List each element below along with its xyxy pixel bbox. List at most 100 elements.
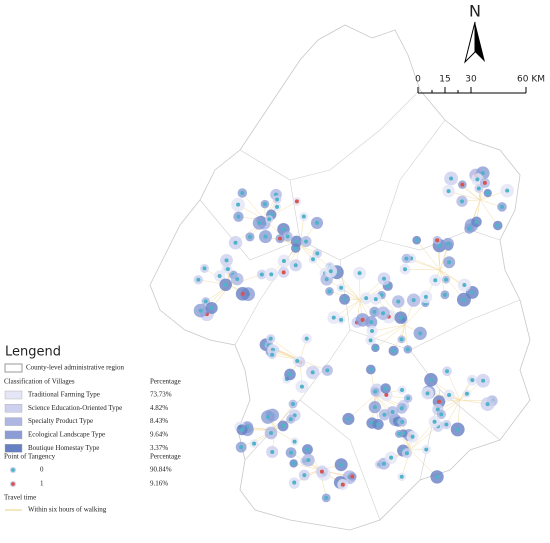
north-arrow: N [465,2,485,63]
village-point [460,183,464,187]
village-point [304,239,308,243]
village-point [443,293,447,297]
village-point [204,299,208,303]
class-swatch [5,444,22,452]
village-point [467,227,471,231]
village-point [236,203,240,207]
legend-label: Specialty Product Type [28,417,93,425]
village-point [462,283,466,287]
village-point [437,400,441,404]
village-point [269,337,273,341]
section-title: Point of Tangency [4,453,56,461]
village-point [404,257,408,261]
village-point [447,189,451,193]
village-point [418,331,422,335]
class-swatch [5,404,22,412]
village-point [373,346,377,350]
village-point [239,445,243,449]
legend-label: Boutique Homestay Type [28,444,99,452]
boundary-swatch [5,364,22,372]
village-point [433,420,437,424]
village-point [302,214,306,218]
village-point [199,309,203,313]
village-point [292,461,296,465]
village-point [446,242,450,246]
village-point [399,316,403,320]
village-point [400,406,404,410]
village-point [400,475,404,479]
village-point [400,337,404,341]
section-header: Percentage [150,378,181,386]
village-point [282,259,286,263]
village-point [381,311,385,315]
village-point [435,475,439,479]
legend-label: 1 [40,480,44,488]
village-point [275,205,279,209]
legend-label: Traditional Farming Type [28,391,100,399]
village-point [281,424,285,428]
village-point [391,410,395,414]
village-point [257,221,261,225]
village-point [282,270,286,274]
village-point [269,431,273,435]
village-point [486,191,490,195]
legend-label: 0 [40,466,44,474]
village-point [339,318,343,322]
village-point [439,412,443,416]
village-point [233,241,237,245]
legend-percent: 9.64% [150,431,168,439]
village-point [324,496,328,500]
village-point [481,171,485,175]
village-point [291,402,295,406]
village-point [470,378,474,382]
village-point [369,338,373,342]
section-title: Classification of Villages [4,378,75,386]
village-point [315,221,319,225]
village-point [384,386,388,390]
village-point [341,483,345,487]
village-point [339,286,343,290]
village-point [302,473,306,477]
village-point [374,297,378,301]
village-point [445,369,449,373]
village-point [406,396,410,400]
village-point [412,298,416,302]
village-point [392,349,396,353]
legend-percent: 4.82% [150,404,168,412]
village-point [350,475,354,479]
village-point [225,258,229,262]
village-point [270,353,274,357]
scale-label: 0 [415,75,421,85]
village-point [396,300,400,304]
village-point [295,199,299,203]
village-point [474,220,478,224]
village-point [320,470,324,474]
village-point [433,278,437,282]
arrow-right [475,22,485,62]
village-point [286,234,290,238]
village-point [424,448,428,452]
scale-line [418,87,526,93]
village-point [465,392,469,396]
village-point [311,257,315,261]
legend-label: Science Education-Oriented Type [28,404,122,412]
village-point [405,451,409,455]
village-point [196,278,200,282]
village-point [306,458,310,462]
village-point [240,428,244,432]
village-point [267,217,271,221]
village-point [470,290,474,294]
village-point [373,405,377,409]
section-header: Percentage [150,453,181,461]
village-point [275,197,279,201]
village-point [288,372,292,376]
village-point [411,435,415,439]
village-point [260,272,264,276]
scale-label: 30 [465,75,477,85]
village-point [325,368,329,372]
village-point [397,432,401,436]
map-area [150,25,530,530]
village-point [289,417,293,421]
village-point [425,391,429,395]
